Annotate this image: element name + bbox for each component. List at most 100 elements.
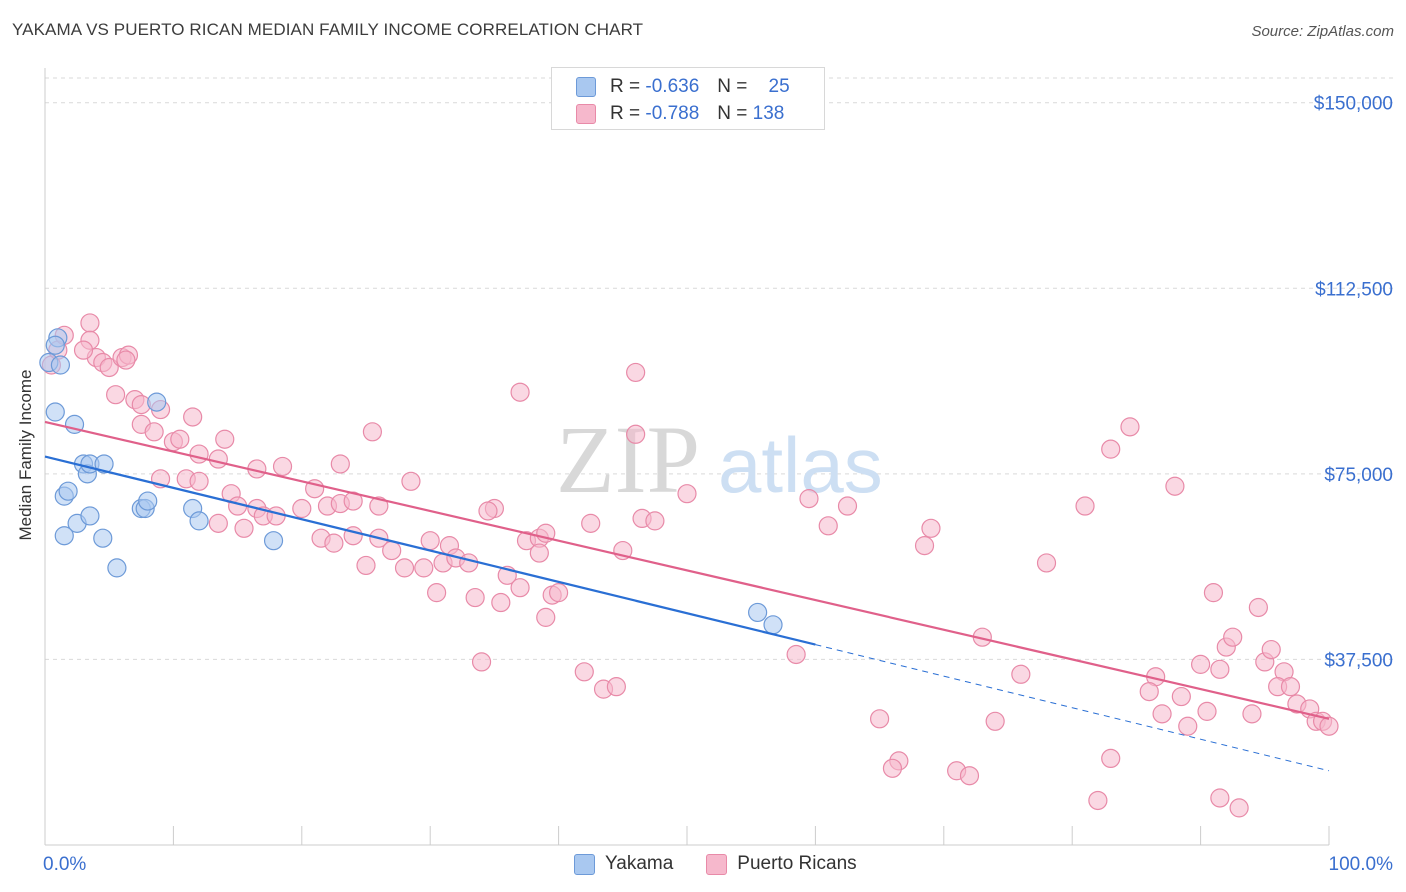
puerto-ricans-point (914, 536, 935, 556)
yakama-trend-extension (815, 644, 1330, 772)
puerto-ricans-point (1152, 704, 1172, 724)
r-label: R = (610, 103, 641, 124)
puerto-ricans-point (106, 385, 126, 405)
puerto-ricans-swatch (706, 853, 728, 875)
puerto-ricans-point (208, 449, 228, 469)
puerto-ricans-point (1210, 788, 1230, 808)
puerto-ricans-point (1120, 417, 1140, 437)
yakama-point (58, 481, 78, 501)
legend-item-puerto-ricans[interactable]: Puerto Ricans (706, 853, 857, 875)
watermark-atlas: atlas (718, 421, 883, 509)
puerto-ricans-point (1203, 583, 1224, 603)
puerto-ricans-point (921, 518, 941, 538)
tick-labels: $37,500 $75,000 $112,500 $150,000 0.0% 100.0% (43, 94, 1393, 875)
y-tick-label: $37,500 (1324, 650, 1393, 671)
yakama-point (80, 506, 100, 526)
puerto-ricans-point (1197, 701, 1217, 721)
puerto-ricans-point (548, 583, 569, 603)
puerto-ricans-point (606, 677, 626, 697)
puerto-ricans-point (459, 553, 479, 573)
puerto-ricans-point (1261, 639, 1281, 660)
yakama-point (94, 454, 114, 474)
puerto-ricans-point (420, 531, 440, 551)
legend-item-yakama[interactable]: Yakama (574, 853, 673, 875)
puerto-ricans-point (491, 592, 511, 613)
puerto-ricans-point (266, 506, 286, 526)
yakama-point (54, 526, 74, 546)
puerto-ricans-point (510, 382, 530, 402)
yakama-point (763, 615, 783, 635)
y-tick-label: $150,000 (1314, 94, 1393, 115)
puerto-ricans-point (144, 422, 164, 442)
legend-row-yakama: R = -0.636 N = 25 (576, 75, 790, 99)
yakama-point (748, 602, 768, 623)
puerto-ricans-point (382, 540, 402, 561)
legend-label-yakama: Yakama (605, 853, 674, 874)
legend-label-puerto-ricans: Puerto Ricans (737, 853, 857, 874)
r-label: R = (610, 76, 641, 97)
n-label: N = (717, 76, 748, 97)
puerto-ricans-points (41, 313, 1339, 818)
yakama-point (107, 558, 127, 578)
puerto-ricans-point (414, 558, 434, 578)
puerto-ricans-trend-line (44, 420, 1330, 720)
n-value: 138 (752, 103, 785, 124)
puerto-ricans-swatch (576, 104, 596, 124)
puerto-ricans-point (116, 350, 136, 370)
puerto-ricans-point (869, 709, 890, 729)
puerto-ricans-point (330, 454, 350, 474)
trend-lines (44, 420, 1330, 772)
yakama-point (138, 491, 158, 511)
puerto-ricans-point (99, 357, 119, 378)
puerto-ricans-point (1075, 496, 1095, 516)
puerto-ricans-point (465, 587, 485, 608)
watermark: ZIP atlas (556, 406, 883, 513)
watermark-zip: ZIP (556, 406, 700, 513)
puerto-ricans-point (80, 313, 100, 333)
puerto-ricans-point (786, 644, 806, 665)
legend-row-puerto-ricans: R = -0.788 N = 138 (576, 102, 784, 126)
puerto-ricans-point (574, 662, 594, 682)
y-tick-label: $112,500 (1315, 279, 1393, 300)
puerto-ricans-point (73, 340, 94, 360)
yakama-point (263, 531, 284, 551)
yakama-point (45, 402, 65, 422)
puerto-ricans-point (626, 362, 646, 383)
yakama-point (50, 355, 71, 375)
puerto-ricans-point (1223, 627, 1243, 647)
puerto-ricans-point (1036, 553, 1057, 573)
yakama-trend-line (44, 455, 816, 646)
r-value: -0.636 (645, 76, 700, 97)
chart-title: YAKAMA VS PUERTO RICAN MEDIAN FAMILY INC… (12, 20, 644, 39)
puerto-ricans-point (1280, 677, 1301, 697)
n-value: 25 (768, 76, 790, 97)
x-tick-label: 100.0% (1329, 854, 1394, 875)
puerto-ricans-point (292, 498, 312, 519)
puerto-ricans-point (1171, 686, 1191, 707)
puerto-ricans-point (1178, 716, 1198, 736)
stats-legend: R = -0.636 N = 25 R = -0.788 N = 138 (551, 67, 825, 130)
puerto-ricans-point (536, 607, 556, 627)
puerto-ricans-point (215, 429, 235, 449)
puerto-ricans-point (985, 711, 1005, 731)
r-value: -0.788 (645, 103, 700, 124)
yakama-point (45, 335, 65, 355)
puerto-ricans-point (1088, 790, 1108, 811)
axes (44, 68, 1330, 846)
yakama-point (93, 528, 113, 548)
puerto-ricans-point (272, 456, 293, 477)
puerto-ricans-point (581, 513, 601, 533)
grid-lines (45, 77, 1395, 660)
puerto-ricans-point (1139, 681, 1159, 702)
puerto-ricans-point (362, 422, 383, 442)
yakama-point (189, 511, 209, 531)
puerto-ricans-point (645, 511, 665, 531)
puerto-ricans-point (427, 583, 447, 603)
puerto-ricans-point (837, 496, 858, 516)
puerto-ricans-point (1101, 439, 1121, 459)
puerto-ricans-point (677, 484, 697, 504)
x-tick-label: 0.0% (43, 854, 86, 875)
puerto-ricans-point (394, 558, 415, 578)
puerto-ricans-point (1210, 659, 1230, 679)
